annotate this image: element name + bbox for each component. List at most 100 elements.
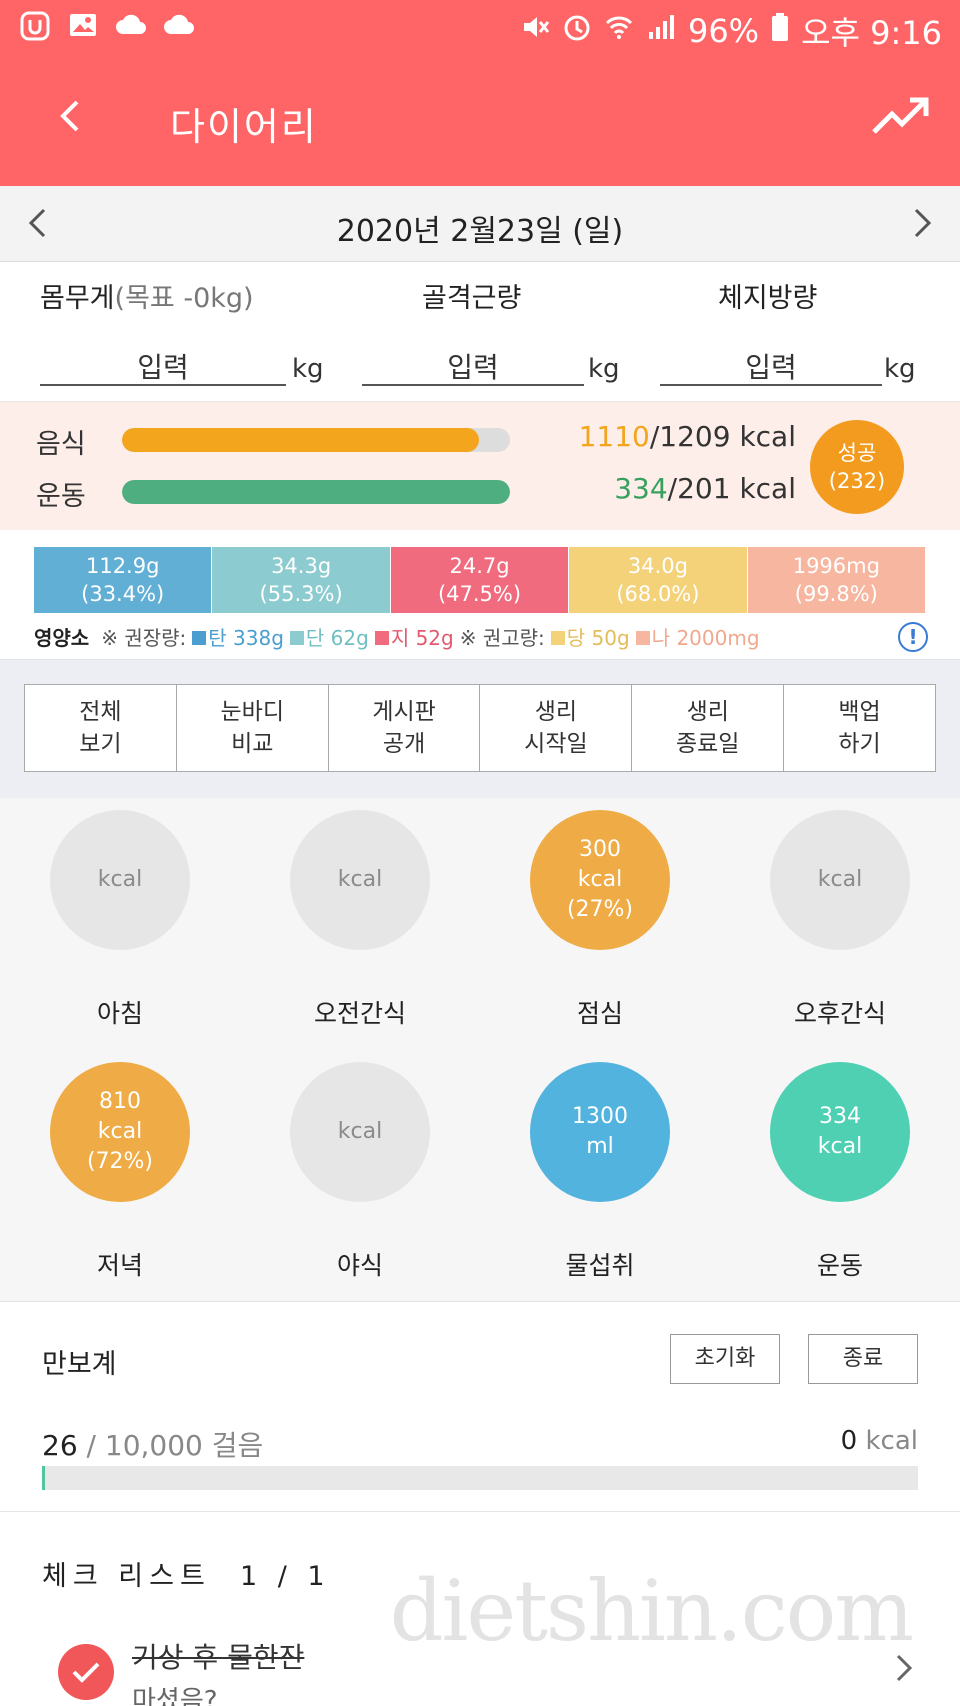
nutrient-percent: (47.5%) (437, 582, 522, 606)
meal-value-line1: 1300 (572, 1104, 628, 1130)
meal-circle[interactable]: 810 kcal (72%) (50, 1062, 190, 1202)
checklist-item[interactable]: 기상 후 물한잔 마셨음? (0, 1612, 960, 1706)
meal-value-line1: 300 (579, 837, 621, 863)
meal-label: 야식 (336, 1251, 383, 1280)
fat-label: 체지방량 (718, 283, 818, 314)
action-button[interactable]: 생리 종료일 (632, 685, 785, 771)
weight-goal: (목표 -0kg) (114, 283, 254, 314)
meal-circle[interactable]: kcal (770, 810, 910, 950)
nutrient-cell: 34.3g (55.3%) (212, 547, 391, 613)
nutrient-percent: (33.4%) (81, 582, 165, 606)
pedometer: 만보계 초기화 종료 26 / 10,000 걸음 0 kcal (0, 1302, 960, 1512)
fat-legend-text: 지 52g (390, 626, 454, 650)
success-badge[interactable]: 성공 (232) (810, 420, 904, 514)
u-icon (18, 10, 52, 44)
food-progress-bar (122, 428, 510, 452)
action-button[interactable]: 생리 시작일 (480, 685, 633, 771)
weight-measure: 몸무게(목표 -0kg) (40, 276, 254, 315)
fat-input[interactable]: 입력 (660, 346, 882, 386)
meal-item[interactable]: 810 kcal (72%) 저녁 (0, 1050, 240, 1300)
nutrient-percent: (99.8%) (794, 582, 878, 606)
current-date[interactable]: 2020년 2월23일 (일) (336, 214, 624, 249)
battery-icon (771, 12, 789, 50)
nutrient-cell: 24.7g (47.5%) (390, 547, 570, 613)
meal-value-line1: kcal (97, 867, 143, 893)
checkbox-checked[interactable] (58, 1644, 114, 1700)
action-button[interactable]: 전체 보기 (25, 685, 177, 771)
action-button-grid: 전체 보기 눈바디 비교 게시판 공개 생리 시작일 생리 종료일 백업 하기 (24, 684, 936, 772)
reset-button[interactable]: 초기화 (670, 1334, 780, 1384)
image-icon (66, 10, 100, 44)
meal-circle[interactable]: 300 kcal (27%) (530, 810, 670, 950)
action-button[interactable]: 백업 하기 (838, 698, 881, 757)
success-label: 성공 (837, 440, 877, 465)
body-measures: 몸무게(목표 -0kg) 입력 kg 골격근량 입력 kg 체지방량 입력 kg (0, 262, 960, 402)
exercise-calorie-row: 운동 334/201 kcal (36, 472, 796, 512)
status-right: 96% 오후 9:16 (520, 8, 942, 54)
back-button[interactable] (40, 86, 100, 146)
chevron-right-icon[interactable] (884, 1648, 924, 1688)
meal-item[interactable]: 1300 ml 물섭취 (480, 1050, 720, 1300)
meal-label: 저녁 (96, 1251, 143, 1280)
muscle-unit: kg (588, 354, 620, 384)
meal-item[interactable]: kcal 오전간식 (240, 798, 480, 1048)
page-title: 다이어리 (170, 105, 318, 149)
sodium-legend: 나 2000mg (635, 622, 760, 651)
exercise-current: 334 (614, 472, 668, 505)
info-icon[interactable]: ! (898, 622, 928, 652)
meal-item[interactable]: kcal 야식 (240, 1050, 480, 1300)
nutrient-percent: (68.0%) (616, 582, 700, 606)
meal-item[interactable]: kcal 아침 (0, 798, 240, 1048)
kcal-value: 0 (840, 1426, 858, 1456)
next-date-button[interactable] (898, 198, 948, 248)
step-progress-fill (42, 1466, 45, 1490)
checklist-item-text: 기상 후 물한잔 (132, 1641, 305, 1674)
nutrient-summary: 112.9g (33.4%) 34.3g (55.3%) 24.7g (47.5%) 34.… (0, 530, 960, 660)
meal-label: 운동 (816, 1251, 863, 1280)
nutrient-cell: 112.9g (33.4%) (34, 547, 213, 613)
status-bar: 96% 오후 9:16 (0, 0, 960, 56)
steps-goal: / 10,000 걸음 (77, 1429, 264, 1462)
calorie-summary[interactable]: 음식 1110/1209 kcal 운동 334/201 kcal 성공 (23… (0, 402, 960, 530)
meal-value-line2: kcal (97, 1119, 143, 1145)
action-button[interactable]: 게시판 공개 (329, 685, 481, 771)
food-current: 1110 (578, 420, 650, 453)
recommended-label: ※ 권장량: (101, 626, 187, 650)
nutrient-amount: 24.7g (449, 553, 510, 578)
trend-chart-button[interactable] (864, 86, 936, 146)
food-progress-fill (122, 428, 479, 452)
meal-label: 오전간식 (313, 999, 406, 1028)
exercise-calorie-value: 334/201 kcal (614, 472, 796, 505)
muscle-input[interactable]: 입력 (362, 346, 584, 386)
meal-value-line1: kcal (817, 867, 863, 893)
protein-legend-text: 단 62g (305, 626, 369, 650)
meal-item[interactable]: 334 kcal 운동 (720, 1050, 960, 1300)
stop-button[interactable]: 종료 (808, 1334, 918, 1384)
action-button[interactable]: 눈바디 비교 (177, 685, 329, 771)
nutrient-title: 영양소 (34, 626, 90, 650)
meal-circle[interactable]: 334 kcal (770, 1062, 910, 1202)
meal-value-line2: kcal (817, 1134, 863, 1159)
nutrient-percent: (55.3%) (259, 582, 343, 606)
pedometer-kcal: 0 kcal (841, 1426, 918, 1456)
nutrient-amount: 34.0g (627, 553, 688, 578)
meal-circle[interactable]: kcal (290, 1062, 430, 1202)
trending-up-icon (872, 97, 929, 134)
nutrient-strip[interactable]: 112.9g (33.4%) 34.3g (55.3%) 24.7g (47.5%) 34.… (34, 547, 927, 613)
nutrient-cell: 1996mg (99.8%) (747, 547, 927, 613)
app-bar: 다이어리 (0, 56, 960, 186)
previous-date-button[interactable] (12, 198, 62, 248)
meal-circle[interactable]: kcal (290, 810, 430, 950)
weight-input[interactable]: 입력 (40, 346, 286, 386)
checklist-title-text: 체크 리스트 (42, 1561, 211, 1592)
meal-value-line2: ml (586, 1134, 614, 1159)
meal-item[interactable]: kcal 오후간식 (720, 798, 960, 1048)
meal-item[interactable]: 300 kcal (27%) 점심 (480, 798, 720, 1048)
checklist-title: 체크 리스트 1 / 1 (42, 1554, 331, 1593)
food-calorie-value: 1110/1209 kcal (579, 420, 796, 453)
fat-legend: 지 52g (374, 622, 454, 651)
sugar-legend-text: 당 50g (566, 626, 630, 650)
meal-circle[interactable]: 1300 ml (530, 1062, 670, 1202)
check-icon (72, 1662, 100, 1683)
meal-circle[interactable]: kcal (50, 810, 190, 950)
